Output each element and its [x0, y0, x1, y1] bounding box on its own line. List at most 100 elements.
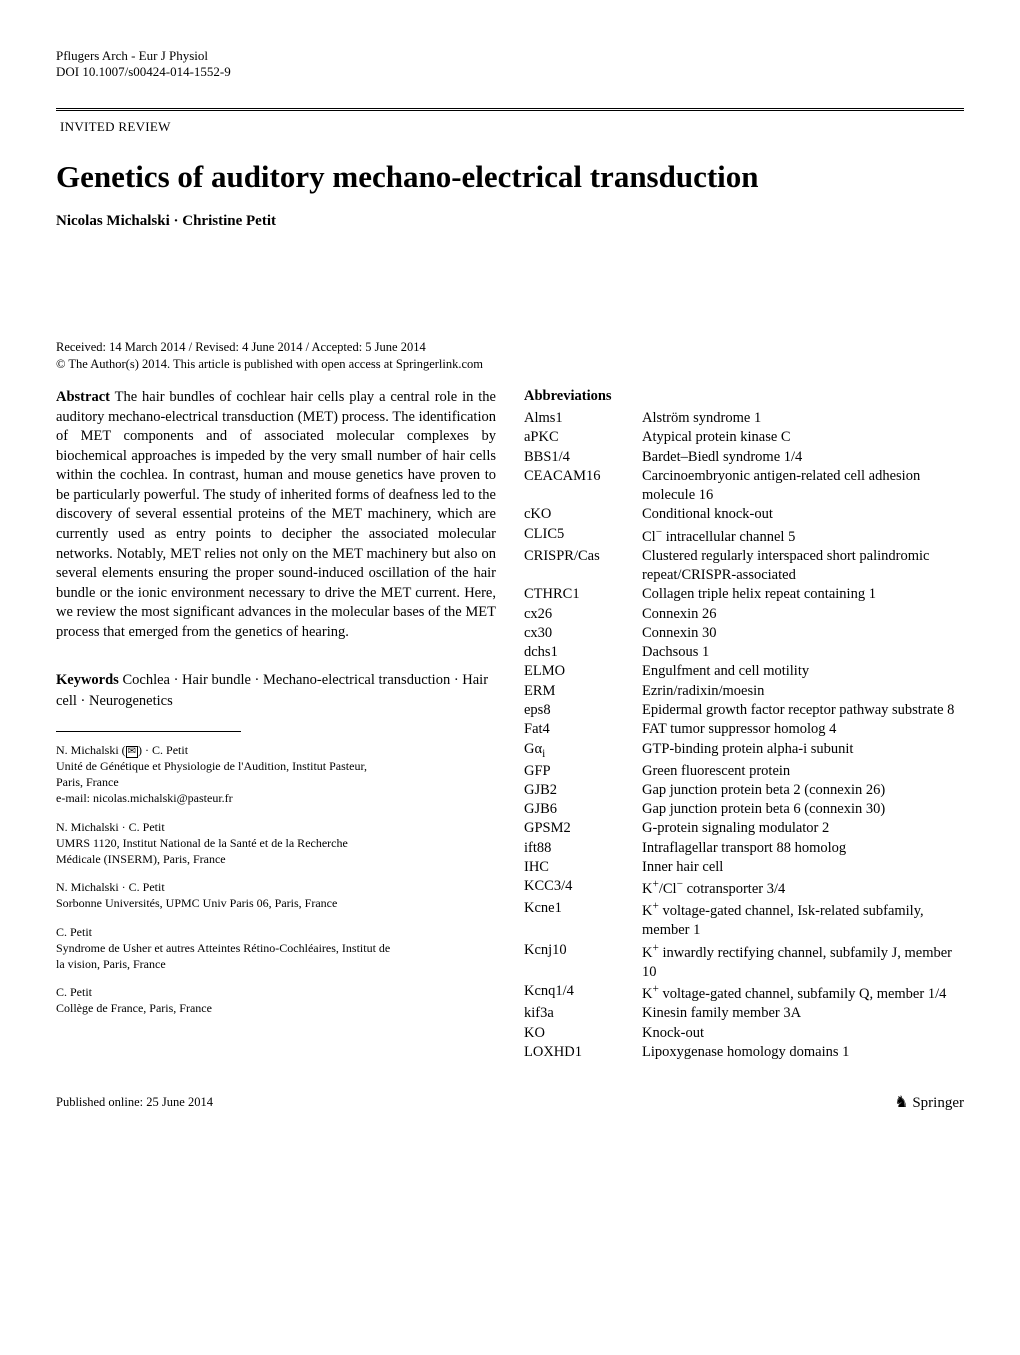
- abbr-row: ift88Intraflagellar transport 88 homolog: [524, 839, 964, 858]
- abbr-key: GPSM2: [524, 819, 642, 838]
- abbr-val: Knock-out: [642, 1024, 964, 1043]
- abbr-val: Alström syndrome 1: [642, 409, 964, 428]
- abbr-key: LOXHD1: [524, 1043, 642, 1062]
- abbr-row: cx26Connexin 26: [524, 605, 964, 624]
- abbr-row: ELMOEngulfment and cell motility: [524, 662, 964, 681]
- abbr-row: CEACAM16Carcinoembryonic antigen-related…: [524, 467, 964, 506]
- abbr-key: CTHRC1: [524, 585, 642, 604]
- abbr-row: IHCInner hair cell: [524, 858, 964, 877]
- affiliation-line: Paris, France: [56, 774, 496, 790]
- abbr-row: GJB6Gap junction protein beta 6 (connexi…: [524, 800, 964, 819]
- abbr-val: Epidermal growth factor receptor pathway…: [642, 701, 964, 720]
- right-column: Abbreviations Alms1Alström syndrome 1aPK…: [524, 388, 964, 1062]
- abbr-val: Kinesin family member 3A: [642, 1004, 964, 1023]
- affiliation-line: Unité de Génétique et Physiologie de l'A…: [56, 758, 496, 774]
- abbr-row: Alms1Alström syndrome 1: [524, 409, 964, 428]
- abbr-val: K+/Cl− cotransporter 3/4: [642, 877, 964, 899]
- abbr-row: cx30Connexin 30: [524, 624, 964, 643]
- abbr-val: Intraflagellar transport 88 homolog: [642, 839, 964, 858]
- abbr-key: kif3a: [524, 1004, 642, 1023]
- affiliation-block: C. PetitCollège de France, Paris, France: [56, 984, 496, 1016]
- abbr-key: GJB6: [524, 800, 642, 819]
- published-online: Published online: 25 June 2014: [56, 1095, 213, 1110]
- abbr-key: Kcnq1/4: [524, 982, 642, 1004]
- abbr-key: eps8: [524, 701, 642, 720]
- abbr-row: Fat4FAT tumor suppressor homolog 4: [524, 720, 964, 739]
- affiliation-names: C. Petit: [56, 924, 496, 940]
- abbr-key: cx26: [524, 605, 642, 624]
- abbr-key: cx30: [524, 624, 642, 643]
- abbr-val: Atypical protein kinase C: [642, 428, 964, 447]
- affiliations: N. Michalski (✉) · C. PetitUnité de Géné…: [56, 742, 496, 1017]
- abbr-row: cKOConditional knock-out: [524, 505, 964, 524]
- left-column: Abstract The hair bundles of cochlear ha…: [56, 388, 496, 1062]
- abbr-val: Clustered regularly interspaced short pa…: [642, 547, 964, 586]
- abbr-val: Green fluorescent protein: [642, 762, 964, 781]
- affiliation-block: N. Michalski · C. PetitUMRS 1120, Instit…: [56, 819, 496, 868]
- keywords-label: Keywords: [56, 672, 119, 688]
- abbr-val: Conditional knock-out: [642, 505, 964, 524]
- abbr-val: K+ inwardly rectifying channel, subfamil…: [642, 941, 964, 982]
- abbr-row: KCC3/4K+/Cl− cotransporter 3/4: [524, 877, 964, 899]
- abbr-key: CLIC5: [524, 525, 642, 547]
- abbr-val: Bardet–Biedl syndrome 1/4: [642, 448, 964, 467]
- rule-top-thick: [56, 108, 964, 109]
- abbr-row: GJB2Gap junction protein beta 2 (connexi…: [524, 781, 964, 800]
- abbr-row: Kcnq1/4K+ voltage-gated channel, subfami…: [524, 982, 964, 1004]
- abbreviations-table: Alms1Alström syndrome 1aPKCAtypical prot…: [524, 409, 964, 1062]
- abbr-val: Lipoxygenase homology domains 1: [642, 1043, 964, 1062]
- abbr-val: Gap junction protein beta 6 (connexin 30…: [642, 800, 964, 819]
- abbr-val: FAT tumor suppressor homolog 4: [642, 720, 964, 739]
- abbr-row: GFPGreen fluorescent protein: [524, 762, 964, 781]
- abbr-val: Connexin 26: [642, 605, 964, 624]
- copyright-line: © The Author(s) 2014. This article is pu…: [56, 357, 964, 372]
- affiliation-rule: [56, 731, 241, 732]
- abbr-key: Alms1: [524, 409, 642, 428]
- affiliation-line: Sorbonne Universités, UPMC Univ Paris 06…: [56, 895, 496, 911]
- footer: Published online: 25 June 2014 ♞ Springe…: [56, 1092, 964, 1112]
- abbr-key: Fat4: [524, 720, 642, 739]
- affiliation-names: C. Petit: [56, 984, 496, 1000]
- abbr-key: ift88: [524, 839, 642, 858]
- affiliation-line: UMRS 1120, Institut National de la Santé…: [56, 835, 496, 851]
- abbr-key: dchs1: [524, 643, 642, 662]
- abbr-key: GJB2: [524, 781, 642, 800]
- abbr-row: CTHRC1Collagen triple helix repeat conta…: [524, 585, 964, 604]
- abbr-val: Cl− intracellular channel 5: [642, 525, 964, 547]
- keywords: Keywords Cochlea · Hair bundle · Mechano…: [56, 670, 496, 711]
- abbr-key: ERM: [524, 682, 642, 701]
- affiliation-names: N. Michalski · C. Petit: [56, 879, 496, 895]
- affiliation-line: Collège de France, Paris, France: [56, 1000, 496, 1016]
- abbr-row: ERMEzrin/radixin/moesin: [524, 682, 964, 701]
- abbr-val: Gap junction protein beta 2 (connexin 26…: [642, 781, 964, 800]
- abbr-val: K+ voltage-gated channel, subfamily Q, m…: [642, 982, 964, 1004]
- affiliation-names: N. Michalski · C. Petit: [56, 819, 496, 835]
- abbr-row: KOKnock-out: [524, 1024, 964, 1043]
- springer-logo-icon: ♞: [894, 1094, 908, 1111]
- publisher-mark: ♞ Springer: [894, 1092, 964, 1112]
- affiliation-block: N. Michalski · C. PetitSorbonne Universi…: [56, 879, 496, 911]
- abbreviations-heading: Abbreviations: [524, 388, 964, 405]
- abbr-val: Collagen triple helix repeat containing …: [642, 585, 964, 604]
- abbr-row: CRISPR/CasClustered regularly interspace…: [524, 547, 964, 586]
- abbr-key: cKO: [524, 505, 642, 524]
- abbr-row: Kcne1K+ voltage-gated channel, Isk-relat…: [524, 899, 964, 940]
- running-head: Pflugers Arch - Eur J Physiol DOI 10.100…: [56, 48, 964, 80]
- authors: Nicolas Michalski · Christine Petit: [56, 213, 964, 230]
- abbr-key: CRISPR/Cas: [524, 547, 642, 586]
- abbr-val: K+ voltage-gated channel, Isk-related su…: [642, 899, 964, 940]
- abbr-key: Gαi: [524, 740, 642, 762]
- article-title: Genetics of auditory mechano-electrical …: [56, 159, 964, 195]
- abbr-key: aPKC: [524, 428, 642, 447]
- abbr-row: Kcnj10K+ inwardly rectifying channel, su…: [524, 941, 964, 982]
- abbr-val: Carcinoembryonic antigen-related cell ad…: [642, 467, 964, 506]
- abbr-val: Inner hair cell: [642, 858, 964, 877]
- affiliation-block: N. Michalski (✉) · C. PetitUnité de Géné…: [56, 742, 496, 807]
- journal-doi: DOI 10.1007/s00424-014-1552-9: [56, 64, 964, 80]
- abbr-val: GTP-binding protein alpha-i subunit: [642, 740, 964, 762]
- abbr-key: CEACAM16: [524, 467, 642, 506]
- abbr-val: Connexin 30: [642, 624, 964, 643]
- abbr-row: eps8Epidermal growth factor receptor pat…: [524, 701, 964, 720]
- abbr-val: Ezrin/radixin/moesin: [642, 682, 964, 701]
- abbr-key: KO: [524, 1024, 642, 1043]
